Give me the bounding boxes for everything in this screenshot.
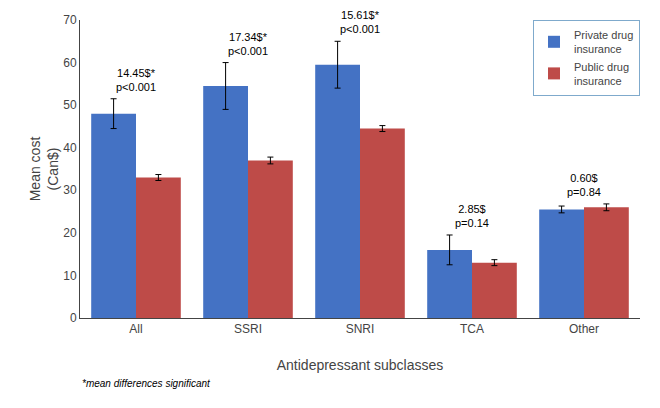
svg-text:Public druginsurance: Public druginsurance: [574, 61, 629, 87]
svg-text:Mean cost(Can$): Mean cost(Can$): [27, 137, 61, 202]
svg-text:20: 20: [63, 226, 77, 240]
svg-text:0: 0: [70, 311, 77, 325]
svg-text:40: 40: [63, 141, 77, 155]
svg-text:14.45$*p<0.001: 14.45$*p<0.001: [116, 67, 156, 93]
svg-text:Other: Other: [569, 322, 599, 336]
svg-text:60: 60: [63, 56, 77, 70]
svg-text:30: 30: [63, 183, 77, 197]
svg-text:50: 50: [63, 98, 77, 112]
svg-text:Private druginsurance: Private druginsurance: [574, 29, 633, 55]
svg-text:TCA: TCA: [460, 322, 484, 336]
svg-text:0.60$p=0.84: 0.60$p=0.84: [567, 172, 601, 198]
svg-text:70: 70: [63, 13, 77, 27]
svg-text:*mean differences significant: *mean differences significant: [82, 378, 211, 389]
svg-text:17.34$*p<0.001: 17.34$*p<0.001: [228, 31, 268, 57]
svg-text:SSRI: SSRI: [234, 322, 262, 336]
svg-text:SNRI: SNRI: [346, 322, 375, 336]
svg-text:2.85$p=0.14: 2.85$p=0.14: [455, 203, 489, 229]
svg-text:10: 10: [63, 269, 77, 283]
svg-text:15.61$*p<0.001: 15.61$*p<0.001: [340, 9, 380, 35]
svg-text:All: All: [129, 322, 142, 336]
svg-text:Antidepressant subclasses: Antidepressant subclasses: [277, 357, 444, 373]
